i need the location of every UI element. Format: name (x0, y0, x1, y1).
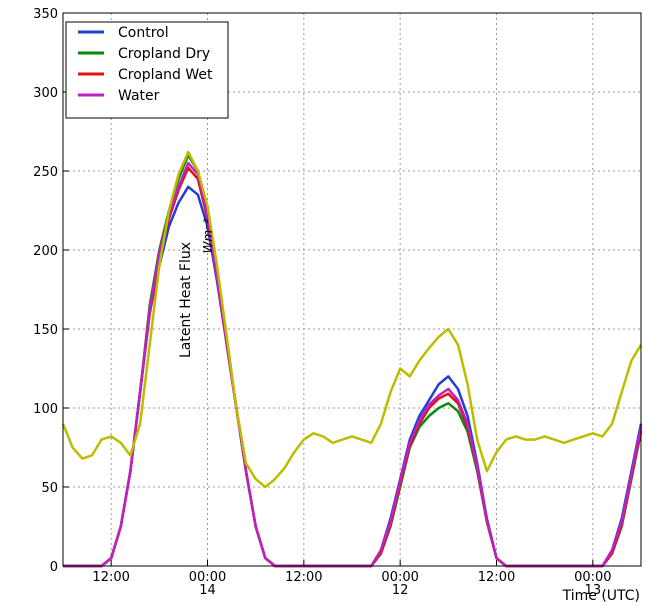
legend-label: Cropland Dry (118, 46, 210, 62)
y-tick-label: 0 (50, 560, 58, 575)
legend-box (65, 21, 229, 119)
y-tick-label: 350 (33, 7, 58, 22)
y-tick-label: 50 (41, 481, 58, 496)
x-tick-day-label: 13 (585, 583, 602, 598)
y-axis-unit: Wm⁻² (201, 218, 215, 253)
x-tick-label: 12:00 (478, 570, 515, 585)
y-tick-label: 300 (33, 86, 58, 101)
y-axis-ticks: 0 50 100 150 200 250 300 350 (33, 7, 69, 575)
legend-label: Water (118, 88, 160, 104)
series-line-4 (61, 150, 643, 489)
y-axis-label: Latent Heat Flux (178, 242, 194, 358)
series-line-cropland-dry (63, 153, 643, 568)
x-tick-label: 12:00 (285, 570, 322, 585)
x-tick-day-label: 12 (392, 583, 409, 598)
x-tick-label: 00:00 (574, 570, 611, 585)
legend-label: Control (118, 25, 169, 41)
y-tick-label: 100 (33, 402, 58, 417)
series-lines (61, 150, 643, 568)
x-axis-label: Time (UTC) (562, 588, 640, 602)
y-tick-label: 200 (33, 244, 58, 259)
x-tick-label: 00:00 (189, 570, 226, 585)
series-line-control (63, 185, 643, 568)
x-tick-day-label: 14 (199, 583, 216, 598)
legend: Control Cropland Dry Cropland Wet Water (65, 21, 229, 119)
legend-label: Cropland Wet (118, 67, 213, 83)
x-tick-label: 12:00 (92, 570, 129, 585)
x-tick-label: 00:00 (381, 570, 418, 585)
series-line-cropland-wet (63, 166, 643, 568)
series-line-water (63, 161, 643, 568)
y-tick-label: 150 (33, 323, 58, 338)
y-tick-label: 250 (33, 165, 58, 180)
plot-frame (62, 12, 642, 567)
